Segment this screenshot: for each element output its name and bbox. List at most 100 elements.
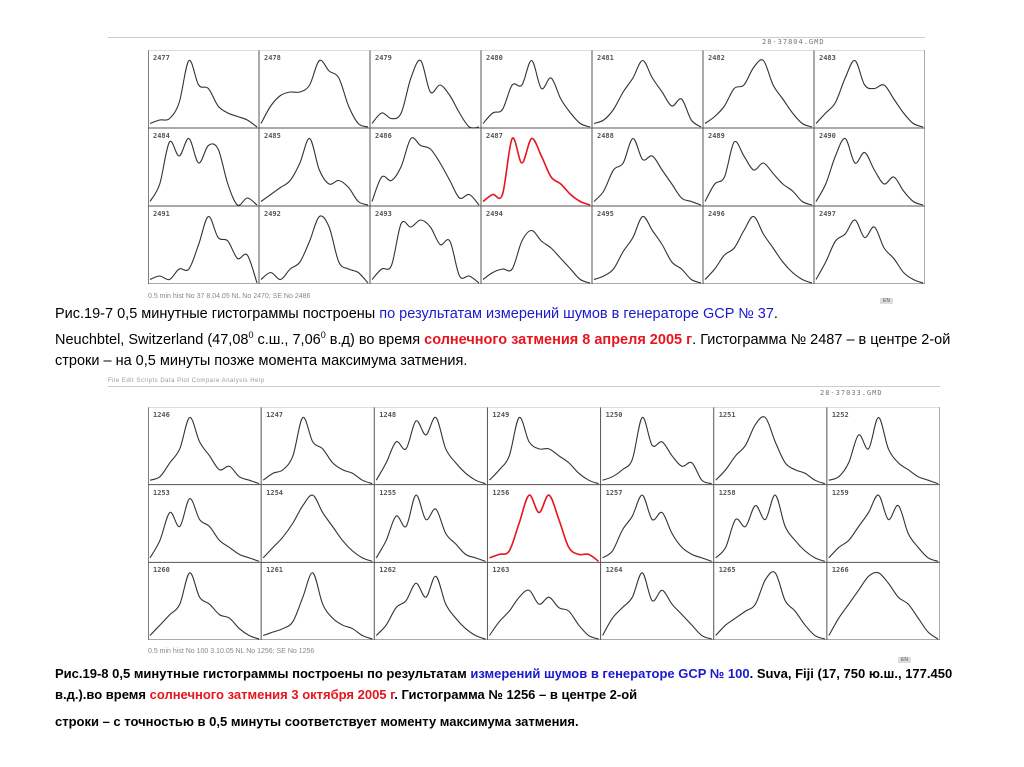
histogram-curve bbox=[815, 219, 924, 284]
histogram-curve bbox=[715, 571, 826, 640]
histogram-curve bbox=[262, 572, 373, 640]
panel-label: 1265 bbox=[718, 566, 736, 575]
caption-text: . Гистограмма № 2487 – в центре 2-ой стр… bbox=[55, 331, 951, 369]
file-label: 28-37804.GMD bbox=[762, 38, 825, 46]
panel-label: 2485 bbox=[264, 132, 281, 140]
histogram-curve bbox=[482, 229, 591, 284]
caption-text: . Гистограмма № 1256 – в центре 2-ой bbox=[394, 687, 638, 702]
panel-label: 2496 bbox=[708, 210, 725, 218]
menu-bar: File Edit Scripts Data Plot Compare Anal… bbox=[108, 378, 265, 384]
histogram-curve bbox=[149, 137, 258, 206]
caption-text: строки – с точностью в 0,5 минуты соотве… bbox=[55, 714, 579, 729]
histogram-curve bbox=[602, 416, 712, 485]
histogram-curve bbox=[260, 215, 369, 284]
caption-highlight-red: солнечного затмения 8 апреля 2005 г bbox=[424, 331, 693, 348]
panel-label: 1261 bbox=[266, 566, 283, 575]
caption-highlight-blue: измерений шумов в генераторе GCP № 100 bbox=[470, 666, 750, 681]
language-badge: EN bbox=[880, 298, 893, 304]
histogram-grid-svg bbox=[148, 50, 925, 284]
histogram-curve bbox=[375, 416, 486, 485]
panel-label: 1253 bbox=[153, 488, 170, 497]
panel-label: 1254 bbox=[266, 488, 283, 497]
histogram-curve bbox=[488, 589, 599, 640]
histogram-curve bbox=[262, 494, 373, 562]
histogram-curve bbox=[715, 416, 826, 485]
histogram-curve bbox=[593, 59, 702, 128]
panel-label: 2486 bbox=[375, 132, 392, 140]
panel-label: 2478 bbox=[264, 54, 281, 62]
caption-text: . Suva, Fiji (17, 750 ю.ш., 177.450 в.д.… bbox=[55, 666, 953, 702]
histogram-curve bbox=[815, 137, 924, 206]
histogram-curve bbox=[371, 59, 480, 129]
figure-caption-1: Рис.19-7 0,5 минутные гистограммы постро… bbox=[55, 304, 985, 372]
histogram-curve bbox=[375, 575, 486, 640]
degree-sup: 0 bbox=[248, 330, 254, 340]
caption-text: . bbox=[773, 306, 778, 322]
histogram-curve-highlighted bbox=[489, 494, 600, 562]
panel-label: 2488 bbox=[597, 132, 614, 140]
panel-label: 1264 bbox=[605, 566, 623, 575]
panel-label: 2482 bbox=[708, 54, 725, 62]
histogram-curve bbox=[489, 416, 599, 485]
histogram-grid-svg bbox=[148, 407, 940, 640]
degree-sup: 0 bbox=[320, 330, 326, 340]
panel-label: 2481 bbox=[597, 54, 614, 62]
panel-label: 2484 bbox=[153, 132, 170, 140]
panel-label: 2495 bbox=[597, 210, 614, 218]
caption-text: в.д) во время bbox=[325, 331, 425, 348]
grid-footer: 0.5 min hist No 37 8.04.05 NL No 2470; S… bbox=[148, 293, 311, 300]
histogram-curve bbox=[704, 215, 813, 284]
histogram-grid-1: 2477 2478 2479 2480 2481 2482 2483 2484 2485 2486… bbox=[148, 50, 925, 284]
histogram-curve bbox=[149, 215, 258, 284]
histogram-curve bbox=[602, 572, 712, 640]
panel-label: 2491 bbox=[153, 210, 170, 218]
histogram-curve bbox=[149, 416, 260, 485]
histogram-curve bbox=[371, 219, 480, 284]
panel-label: 2493 bbox=[375, 210, 392, 218]
toolbar-rule bbox=[108, 386, 940, 387]
histogram-curve bbox=[149, 59, 258, 128]
panel-label: 2489 bbox=[708, 132, 725, 140]
histogram-curve-highlighted bbox=[482, 137, 591, 206]
panel-label: 1247 bbox=[266, 411, 283, 419]
caption-text: Neuchbtel, Switzerland (47,08 bbox=[55, 331, 249, 348]
histogram-curve bbox=[828, 494, 939, 562]
histogram-curve bbox=[815, 59, 924, 128]
toolbar-rule bbox=[108, 37, 925, 38]
panel-label: 1249 bbox=[492, 411, 510, 419]
histogram-curve bbox=[375, 494, 486, 562]
panel-label: 2492 bbox=[264, 210, 281, 218]
panel-label: 1260 bbox=[153, 566, 170, 575]
caption-highlight-red: солнечного затмения 3 октября 2005 г bbox=[149, 687, 395, 702]
histogram-curve bbox=[602, 494, 712, 562]
panel-label: 1259 bbox=[831, 488, 849, 497]
histogram-curve bbox=[149, 498, 260, 562]
caption-text: Рис.19-8 0,5 минутные гистограммы постро… bbox=[55, 666, 471, 681]
histogram-curve bbox=[260, 59, 369, 128]
caption-highlight-blue: по результатам измерений шумов в генерат… bbox=[379, 306, 774, 322]
histogram-curve bbox=[482, 59, 591, 128]
histogram-curve bbox=[593, 137, 702, 206]
panel-label: 1246 bbox=[153, 411, 170, 419]
language-badge: EN bbox=[898, 657, 911, 663]
panel-label: 2477 bbox=[153, 54, 170, 62]
panel-label: 1266 bbox=[831, 566, 849, 575]
histogram-curve bbox=[260, 137, 369, 206]
caption-text: с.ш., 7,06 bbox=[253, 331, 321, 348]
panel-label: 1252 bbox=[831, 411, 849, 419]
histogram-curve bbox=[262, 416, 373, 485]
panel-label: 1250 bbox=[605, 411, 623, 419]
panel-label: 2497 bbox=[819, 210, 836, 218]
histogram-curve bbox=[715, 494, 826, 562]
panel-label: 2490 bbox=[819, 132, 836, 140]
panel-label: 1255 bbox=[379, 488, 397, 497]
histogram-curve bbox=[593, 215, 702, 284]
panel-label: 1263 bbox=[492, 566, 510, 575]
histogram-curve bbox=[828, 416, 939, 485]
caption-text: Рис.19-7 0,5 минутные гистограммы постро… bbox=[55, 306, 380, 322]
panel-label: 2494 bbox=[486, 210, 503, 218]
histogram-curve bbox=[704, 59, 813, 128]
panel-label: 1258 bbox=[718, 488, 736, 497]
histogram-curve bbox=[704, 140, 813, 206]
panel-label: 2483 bbox=[819, 54, 836, 62]
